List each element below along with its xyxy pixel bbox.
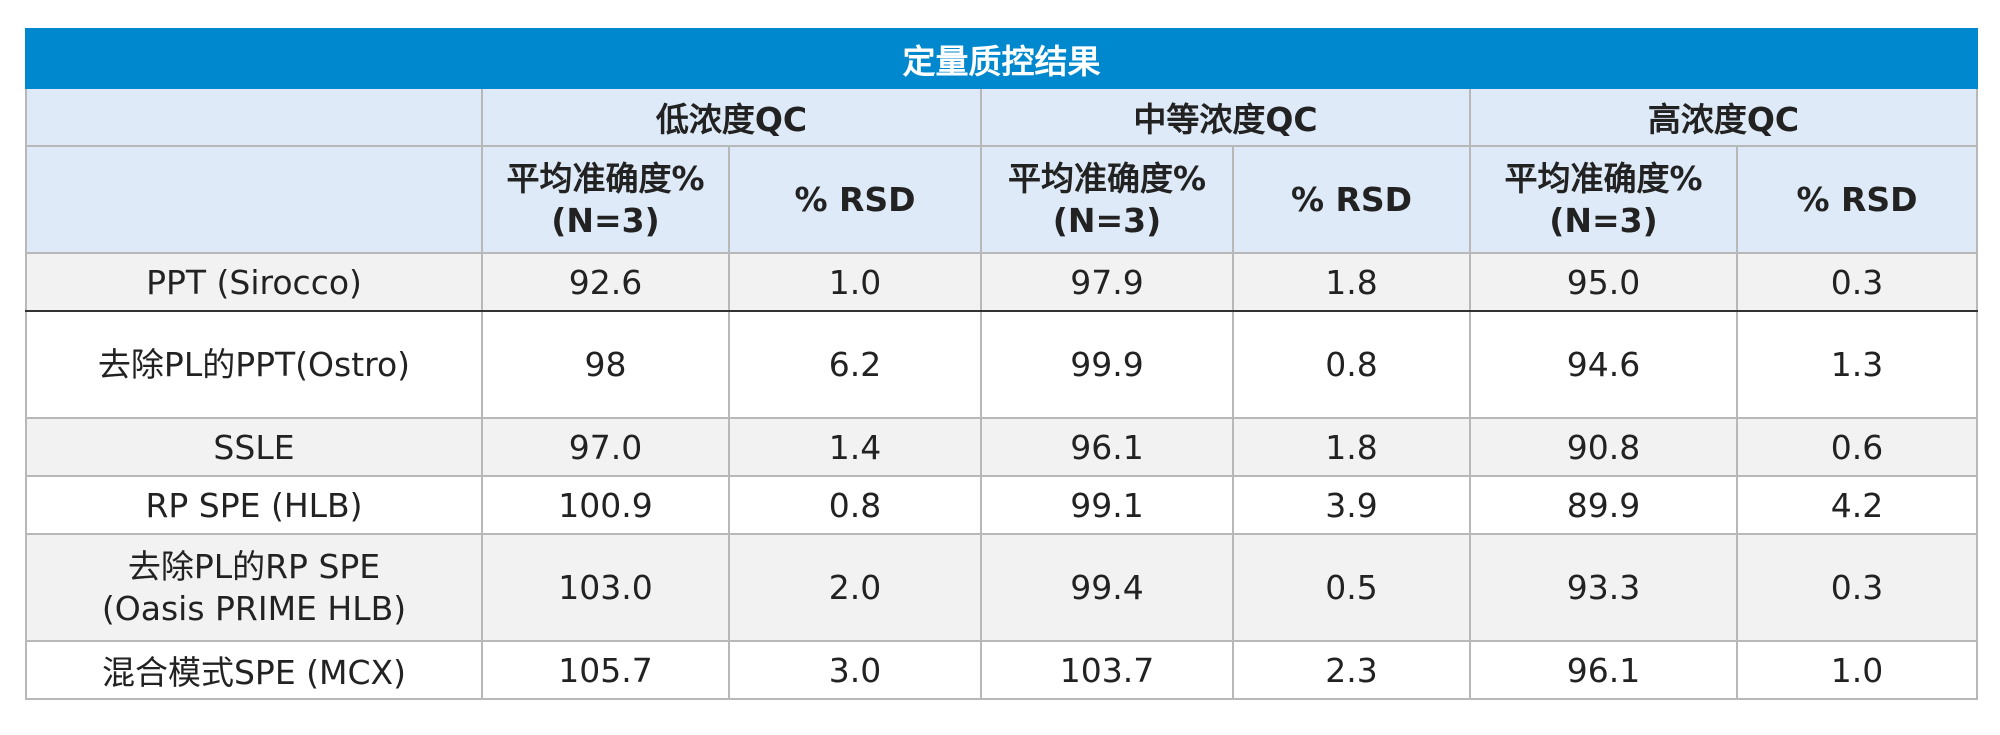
table-row: PPT (Sirocco) 92.6 1.0 97.9 1.8 95.0 0.3 [25,252,1979,312]
table-cell: 2.3 [1232,640,1471,700]
table-cell: 103.7 [980,640,1234,700]
table-cell: 89.9 [1469,475,1738,535]
group-header-medium: 中等浓度QC [980,87,1471,147]
table-cell: 97.0 [481,417,730,477]
table-cell: 6.2 [728,310,982,419]
table-cell: 94.6 [1469,310,1738,419]
table-cell: 0.3 [1735,533,1979,642]
table-cell: 99.9 [980,310,1234,419]
table-cell: 2.0 [728,533,982,642]
table-cell: 3.0 [728,640,982,700]
metric-header-accuracy: 平均准确度% (N=3) [1469,145,1738,254]
table-cell: 1.0 [1735,640,1979,700]
table-row: 去除PL的RP SPE (Oasis PRIME HLB) 103.0 2.0 … [25,533,1979,642]
table-title: 定量质控结果 [24,28,1979,89]
table-cell: 1.4 [728,417,982,477]
table-cell: 99.1 [980,475,1234,535]
table-row: 混合模式SPE (MCX) 105.7 3.0 103.7 2.3 96.1 1… [25,640,1979,700]
metric-header-accuracy: 平均准确度% (N=3) [980,145,1234,254]
table-cell: 92.6 [481,252,730,312]
row-method-label: SSLE [25,417,483,477]
table-row: SSLE 97.0 1.4 96.1 1.8 90.8 0.6 [25,417,1979,477]
table-cell: 99.4 [980,533,1234,642]
row-method-label: 去除PL的PPT(Ostro) [25,310,483,419]
table-cell: 103.0 [481,533,730,642]
table-cell: 0.8 [1232,310,1471,419]
metric-header-rsd: % RSD [1232,145,1471,254]
row-method-label: PPT (Sirocco) [25,252,483,312]
corner-cell [25,87,483,147]
table-cell: 95.0 [1469,252,1738,312]
group-header-high: 高浓度QC [1468,87,1979,147]
table-row: RP SPE (HLB) 100.9 0.8 99.1 3.9 89.9 4.2 [25,475,1979,535]
group-header-low: 低浓度QC [481,87,982,147]
table-cell: 4.2 [1735,475,1979,535]
table-cell: 0.8 [728,475,982,535]
row-method-label: 去除PL的RP SPE (Oasis PRIME HLB) [25,533,483,642]
metric-header-rsd: % RSD [728,145,982,254]
table-cell: 1.3 [1735,310,1979,419]
metric-header-accuracy: 平均准确度% (N=3) [481,145,730,254]
table-cell: 96.1 [980,417,1234,477]
row-method-label: RP SPE (HLB) [25,475,483,535]
metric-header-rsd: % RSD [1735,145,1979,254]
table-cell: 0.3 [1735,252,1979,312]
table-cell: 96.1 [1469,640,1738,700]
table-cell: 1.8 [1232,252,1471,312]
table-cell: 0.6 [1735,417,1979,477]
table-cell: 1.0 [728,252,982,312]
table-cell: 97.9 [980,252,1234,312]
row-method-label: 混合模式SPE (MCX) [25,640,483,700]
table-cell: 98 [481,310,730,419]
table-cell: 1.8 [1232,417,1471,477]
table-cell: 90.8 [1469,417,1738,477]
table-cell: 100.9 [481,475,730,535]
table-cell: 93.3 [1469,533,1738,642]
table-row: 去除PL的PPT(Ostro) 98 6.2 99.9 0.8 94.6 1.3 [25,310,1979,419]
qc-results-table: 定量质控结果 低浓度QC 中等浓度QC 高浓度QC 平均准确度% (N=3) %… [24,28,1979,700]
table-cell: 0.5 [1232,533,1471,642]
corner-cell [25,145,483,254]
table-cell: 3.9 [1232,475,1471,535]
table-cell: 105.7 [481,640,730,700]
